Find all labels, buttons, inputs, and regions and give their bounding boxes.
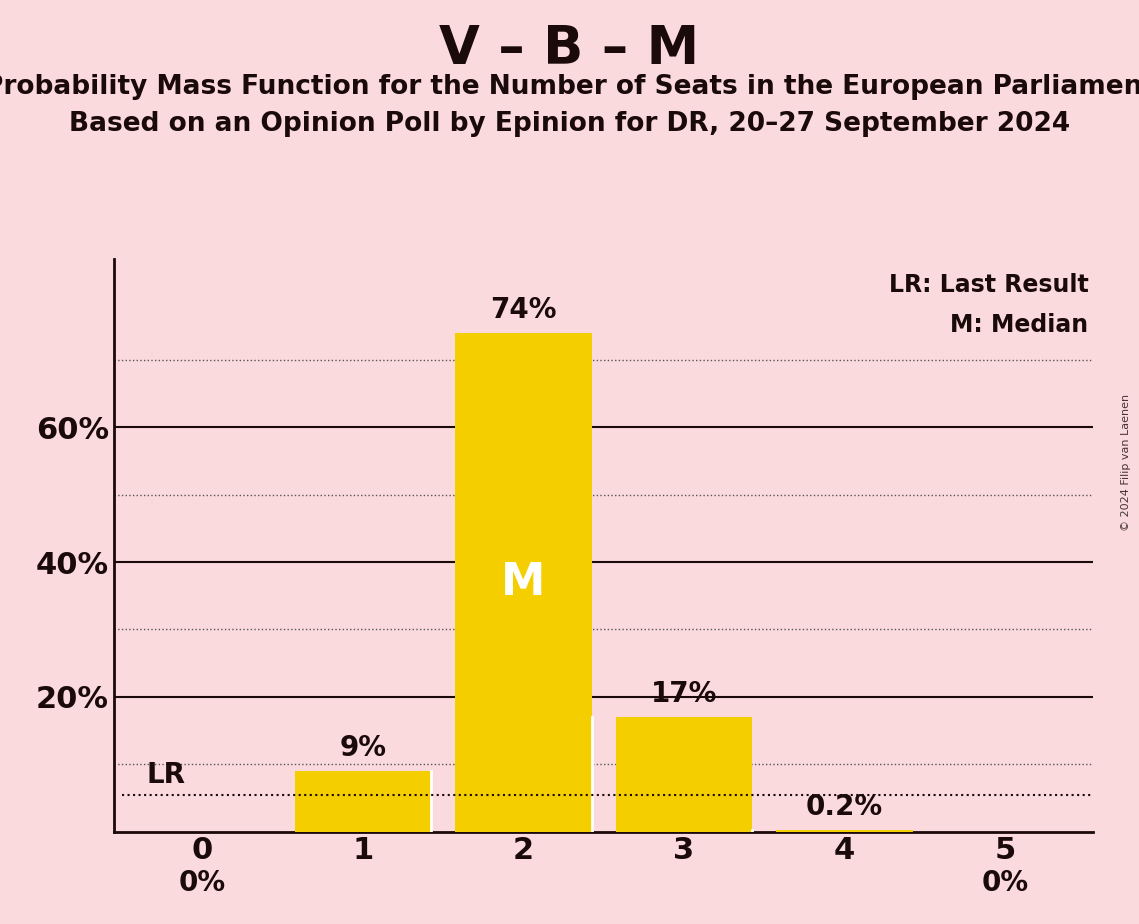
Bar: [456, 333, 591, 832]
Text: 0%: 0%: [982, 869, 1029, 896]
Text: LR: Last Result: LR: Last Result: [888, 274, 1089, 297]
Text: 9%: 9%: [339, 735, 386, 762]
Text: Probability Mass Function for the Number of Seats in the European Parliament: Probability Mass Function for the Number…: [0, 74, 1139, 100]
Bar: [777, 831, 912, 832]
Text: 17%: 17%: [650, 680, 718, 709]
Text: M: M: [501, 561, 546, 603]
Bar: [616, 717, 752, 832]
Text: 74%: 74%: [490, 296, 557, 324]
Text: © 2024 Filip van Laenen: © 2024 Filip van Laenen: [1121, 394, 1131, 530]
Text: 0%: 0%: [179, 869, 226, 896]
Text: 0.2%: 0.2%: [806, 794, 883, 821]
Text: V – B – M: V – B – M: [440, 23, 699, 75]
Text: LR: LR: [146, 761, 185, 789]
Text: Based on an Opinion Poll by Epinion for DR, 20–27 September 2024: Based on an Opinion Poll by Epinion for …: [69, 111, 1070, 137]
Text: M: Median: M: Median: [950, 313, 1089, 337]
Bar: [295, 771, 431, 832]
